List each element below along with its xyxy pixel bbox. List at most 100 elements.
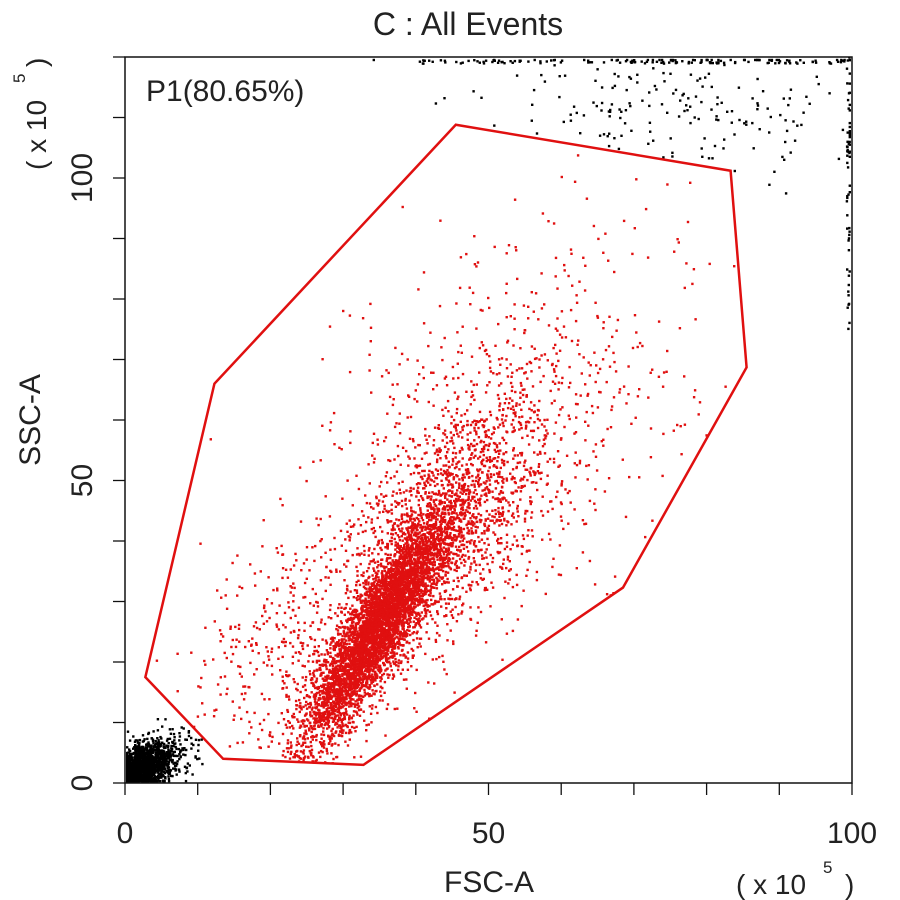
ungated-event-point [163, 768, 166, 771]
gated-event-point [416, 630, 419, 633]
gated-event-point [422, 604, 425, 607]
ungated-event-point [167, 742, 170, 745]
gated-event-point [397, 607, 400, 610]
gated-event-point [387, 630, 390, 633]
gated-event-point [319, 755, 322, 759]
gated-event-point [365, 685, 368, 688]
ungated-event-point [693, 59, 696, 62]
gated-event-point [482, 481, 486, 484]
gated-event-point [348, 646, 351, 649]
ungated-event-point [136, 767, 139, 771]
gated-event-point [399, 529, 402, 533]
ungated-event-point [766, 61, 769, 65]
ungated-event-point [146, 766, 150, 769]
gated-event-point [315, 738, 318, 742]
gated-event-point [430, 598, 433, 602]
ungated-event-point [784, 61, 787, 65]
gated-event-point [330, 729, 333, 733]
ungated-event-point [769, 115, 772, 119]
gated-event-point [413, 572, 416, 575]
ungated-event-point [143, 779, 146, 782]
ungated-event-point [135, 757, 139, 760]
ungated-event-point [607, 110, 611, 113]
ungated-event-point [845, 200, 849, 203]
ungated-event-point [745, 120, 748, 123]
gated-event-point [349, 607, 352, 610]
ungated-event-point [846, 166, 850, 169]
ungated-event-point [184, 779, 188, 783]
ungated-event-point [140, 747, 143, 750]
ungated-event-point [615, 59, 618, 62]
gated-event-point [354, 703, 357, 706]
ungated-event-point [160, 767, 163, 770]
ungated-event-point [190, 736, 193, 740]
gated-event-point [305, 707, 309, 710]
gated-event-point [336, 629, 340, 632]
gated-event-point [326, 661, 330, 664]
ungated-event-point [582, 114, 586, 117]
ungated-event-point [143, 773, 146, 776]
ungated-event-point [134, 754, 137, 757]
gated-event-point [288, 721, 291, 724]
ungated-event-point [142, 750, 146, 753]
gated-event-point [395, 664, 398, 667]
gated-event-point [402, 603, 405, 606]
gated-event-point [390, 588, 393, 591]
ungated-event-point [169, 774, 173, 778]
ungated-event-point [480, 96, 483, 99]
ungated-event-point [847, 302, 851, 306]
gated-event-point [394, 553, 397, 556]
gated-event-point [370, 590, 373, 593]
ungated-event-point [717, 62, 720, 65]
gated-event-point [381, 646, 384, 649]
ungated-event-point [428, 59, 431, 62]
ungated-event-point [158, 775, 161, 778]
gated-event-point [310, 727, 313, 730]
ungated-event-point [716, 96, 719, 99]
gated-event-point [289, 752, 292, 756]
ungated-event-point [704, 76, 707, 79]
ungated-event-point [130, 778, 133, 781]
ungated-event-point [768, 58, 771, 62]
ungated-event-point [129, 767, 132, 771]
gated-event-point [348, 642, 351, 646]
ungated-event-point [144, 754, 147, 757]
ungated-event-point [184, 753, 187, 757]
ungated-event-point [126, 771, 129, 774]
gated-event-point [348, 728, 352, 732]
ungated-event-point [126, 763, 129, 766]
ungated-event-point [617, 147, 621, 151]
gated-event-point [450, 528, 453, 531]
ungated-event-point [131, 769, 134, 772]
gated-event-point [362, 695, 365, 698]
ungated-event-point [671, 59, 674, 63]
gated-event-point [397, 565, 400, 568]
ungated-event-point [648, 91, 651, 94]
ungated-event-point [562, 120, 565, 124]
gated-event-point [375, 662, 378, 665]
gated-event-point [339, 697, 342, 701]
gated-event-point [479, 514, 483, 517]
ungated-event-point [172, 732, 176, 736]
ungated-event-point [636, 81, 639, 84]
ungated-event-point [847, 327, 850, 331]
gated-event-point [425, 631, 428, 634]
gated-event-point [439, 525, 442, 528]
gated-event-point [399, 607, 402, 610]
ungated-event-point [583, 58, 586, 62]
ungated-event-point [131, 752, 134, 756]
gated-event-point [380, 643, 383, 646]
gated-event-point [352, 698, 355, 701]
ungated-event-point [135, 775, 138, 778]
gated-event-point [360, 594, 364, 597]
ungated-event-point [159, 765, 163, 768]
ungated-event-point [161, 750, 164, 754]
ungated-event-point [163, 764, 166, 767]
ungated-event-point [134, 769, 137, 772]
gated-event-point [412, 631, 416, 634]
ungated-event-point [156, 741, 159, 744]
ungated-event-point [158, 758, 161, 761]
ungated-event-point [848, 135, 851, 139]
ungated-event-point [157, 744, 160, 748]
gated-event-point [437, 574, 441, 578]
